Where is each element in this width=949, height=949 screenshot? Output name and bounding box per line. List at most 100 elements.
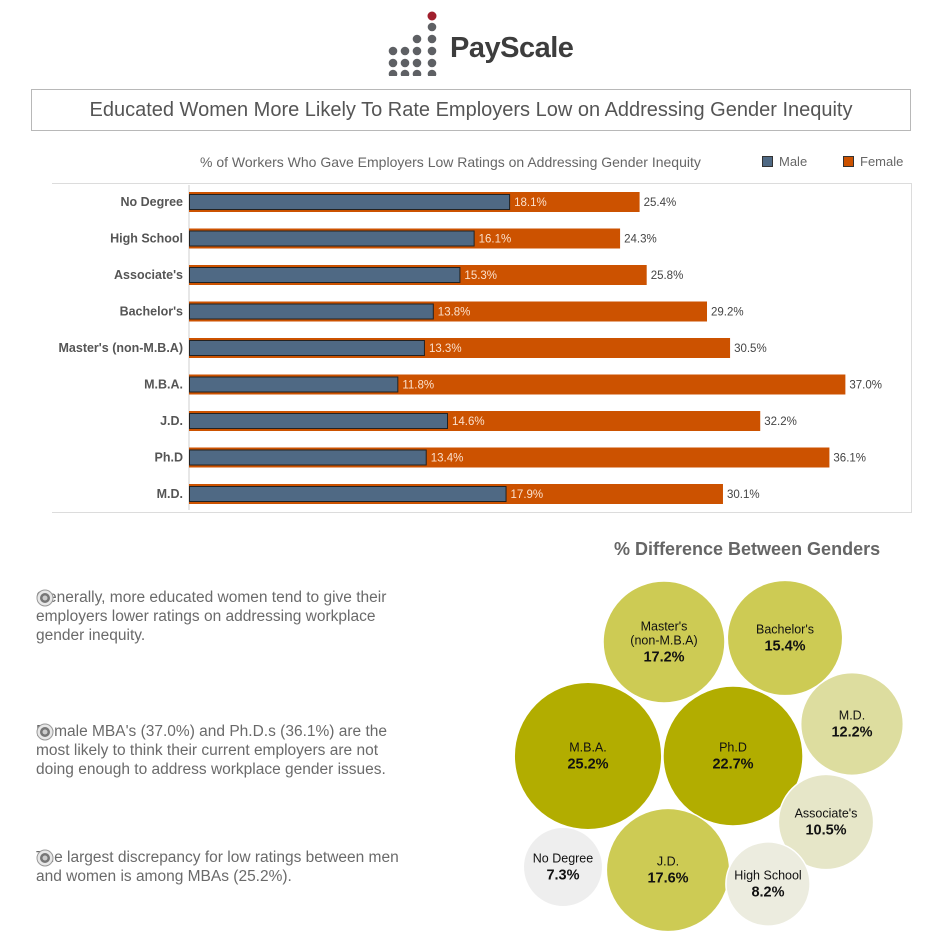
bar-male-label: 13.3% <box>429 343 462 355</box>
bubble-circle <box>522 826 604 908</box>
bar-male <box>189 340 425 356</box>
bubble-label: Master's <box>641 620 688 634</box>
category-label: M.B.A. <box>144 378 183 392</box>
logo-dot <box>400 69 410 76</box>
bubble-circle <box>662 685 804 827</box>
payscale-logo: PayScale <box>386 10 586 76</box>
logo-dot <box>427 58 437 68</box>
bar-female-label: 30.5% <box>734 343 767 355</box>
logo-dot <box>400 46 410 56</box>
bubble-circle <box>725 841 811 927</box>
logo-dot <box>427 34 437 44</box>
bubble: Associate's 10.5% <box>777 773 875 871</box>
payscale-dot-logo-icon <box>388 11 437 76</box>
bubble: M.D. 12.2% <box>799 671 905 777</box>
bar-female-label: 37.0% <box>849 380 882 392</box>
bubble-label: Ph.D <box>719 741 747 755</box>
bar-male <box>189 413 449 429</box>
bar-male-label: 13.4% <box>431 453 464 465</box>
logo-dot <box>412 58 422 68</box>
bubble: Bachelor's 15.4% <box>726 579 844 697</box>
logo-dot <box>412 34 422 44</box>
bar-male <box>189 486 507 502</box>
bar-male <box>189 194 511 210</box>
bar-male-label: 14.6% <box>452 416 485 428</box>
legend-female: Female <box>843 154 903 169</box>
logo-dot <box>427 69 437 76</box>
bubble-circle <box>799 671 905 777</box>
bar-female-label: 30.1% <box>727 489 760 501</box>
page-title: Educated Women More Likely To Rate Emplo… <box>31 89 911 131</box>
bubble-label: (non-M.B.A) <box>630 634 697 648</box>
bar-male <box>189 449 427 466</box>
bubble-value: 25.2% <box>567 757 608 773</box>
bubble: High School 8.2% <box>725 841 811 927</box>
bubble: No Degree 7.3% <box>522 826 604 908</box>
category-label: Bachelor's <box>120 305 183 319</box>
logo-accent-dot <box>427 11 437 21</box>
category-label: Ph.D <box>155 451 183 465</box>
bubble-value: 8.2% <box>751 885 784 901</box>
insight-text-3: The largest discrepancy for low ratings … <box>36 849 399 885</box>
insight-bullet-2: Female MBA's (37.0%) and Ph.D.s (36.1%) … <box>36 722 456 779</box>
category-label: J.D. <box>160 414 183 428</box>
bar-chart-frame <box>52 183 912 513</box>
category-label: High School <box>110 232 183 246</box>
bar-female-label: 36.1% <box>833 453 866 465</box>
logo-dot <box>388 46 398 56</box>
bubble-label: Associate's <box>795 807 858 821</box>
bar-female-label: 25.4% <box>644 197 677 209</box>
bubble: Master's(non-M.B.A) 17.2% <box>602 580 726 704</box>
logo-dot <box>412 46 422 56</box>
bar-male-label: 17.9% <box>511 489 544 501</box>
logo-dot <box>427 22 437 32</box>
category-label: Master's (non-M.B.A) <box>59 341 184 355</box>
bubble-circle <box>777 773 875 871</box>
logo-dot <box>388 58 398 68</box>
bar-female-label: 25.8% <box>651 270 684 282</box>
category-label: M.D. <box>157 487 183 501</box>
logo-text: PayScale <box>450 32 574 64</box>
bubble-label: M.B.A. <box>569 741 607 755</box>
bar-female-label: 24.3% <box>624 234 657 246</box>
category-label: No Degree <box>120 195 183 209</box>
legend-male: Male <box>762 154 807 169</box>
bar-male-label: 11.8% <box>402 380 434 392</box>
bubble-circle <box>605 807 731 933</box>
bar-chart-title: % of Workers Who Gave Employers Low Rati… <box>200 154 701 170</box>
logo-dot <box>400 58 410 68</box>
target-bullet-icon <box>36 849 54 867</box>
legend-female-swatch <box>843 156 854 167</box>
bubble-label: High School <box>734 869 801 883</box>
bubble-label: M.D. <box>839 709 865 723</box>
bar-female-label: 32.2% <box>764 416 797 428</box>
bubble: J.D. 17.6% <box>605 807 731 933</box>
insight-text-2: Female MBA's (37.0%) and Ph.D.s (36.1%) … <box>36 723 387 778</box>
page-title-text: Educated Women More Likely To Rate Emplo… <box>89 98 853 121</box>
bubble-value: 12.2% <box>831 725 872 741</box>
bubble-value: 22.7% <box>712 757 753 773</box>
bubble-value: 7.3% <box>546 868 579 884</box>
category-label: Associate's <box>114 268 183 282</box>
bubble-circle <box>602 580 726 704</box>
bar-chart: No Degree 18.1% 25.4% High School 16.1% 24.3%… <box>59 185 882 510</box>
insight-bullet-1: Generally, more educated women tend to g… <box>36 588 456 645</box>
bar-female-label: 29.2% <box>711 307 744 319</box>
legend-male-swatch <box>762 156 773 167</box>
target-bullet-icon <box>36 723 54 741</box>
logo-dot <box>412 69 422 76</box>
bubble: M.B.A. 25.2% <box>513 681 663 831</box>
bar-male <box>189 303 434 320</box>
bubble: Ph.D 22.7% <box>662 685 804 827</box>
bubble-label: Bachelor's <box>756 623 814 637</box>
bubble-label: No Degree <box>533 852 593 866</box>
bar-male-label: 15.3% <box>464 270 497 282</box>
insight-text-1: Generally, more educated women tend to g… <box>36 589 387 644</box>
bar-male-label: 16.1% <box>479 234 512 246</box>
bar-male <box>189 267 461 283</box>
logo-dot <box>388 69 398 76</box>
bubble-circle <box>513 681 663 831</box>
bubble-value: 17.2% <box>643 650 684 666</box>
bubble-value: 17.6% <box>647 871 688 887</box>
legend-female-label: Female <box>860 154 904 169</box>
